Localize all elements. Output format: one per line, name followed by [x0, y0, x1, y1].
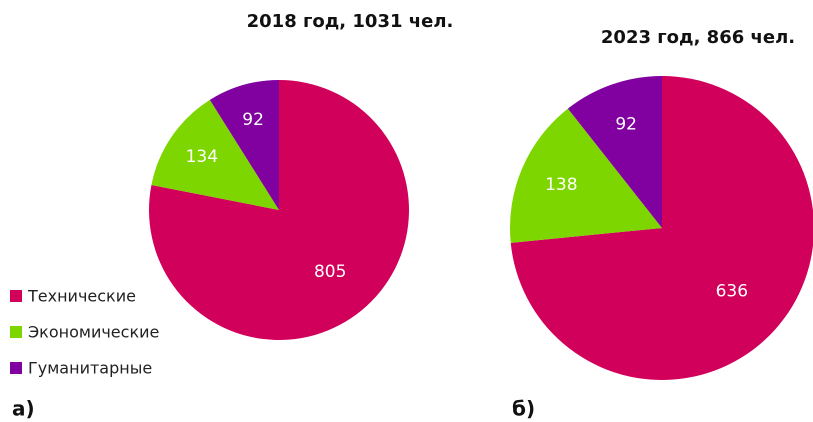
- chart-title: 2023 год, 866 чел.: [601, 27, 795, 48]
- data-label: 138: [545, 175, 577, 195]
- legend-swatch: [10, 326, 22, 338]
- data-label: 636: [716, 281, 748, 301]
- legend-swatch: [10, 362, 22, 374]
- panel-label: а): [12, 397, 35, 421]
- chart-title: 2018 год, 1031 чел.: [247, 11, 454, 32]
- legend-label: Экономические: [28, 323, 159, 342]
- pie-slice: Экономические: [151, 99, 279, 210]
- data-label: 805: [314, 262, 346, 282]
- pie-slice: Экономические: [510, 108, 662, 243]
- data-label: 92: [242, 110, 264, 130]
- legend-label: Гуманитарные: [28, 359, 152, 378]
- pie-slice: Гуманитарные: [567, 76, 662, 228]
- pie-slice: Технические: [510, 76, 813, 380]
- data-label: 134: [186, 147, 218, 167]
- data-label: 92: [615, 115, 637, 135]
- panel-label: б): [512, 397, 535, 421]
- pie-slice: Гуманитарные: [209, 80, 279, 210]
- legend-label: Технические: [27, 287, 136, 306]
- legend-swatch: [10, 290, 22, 302]
